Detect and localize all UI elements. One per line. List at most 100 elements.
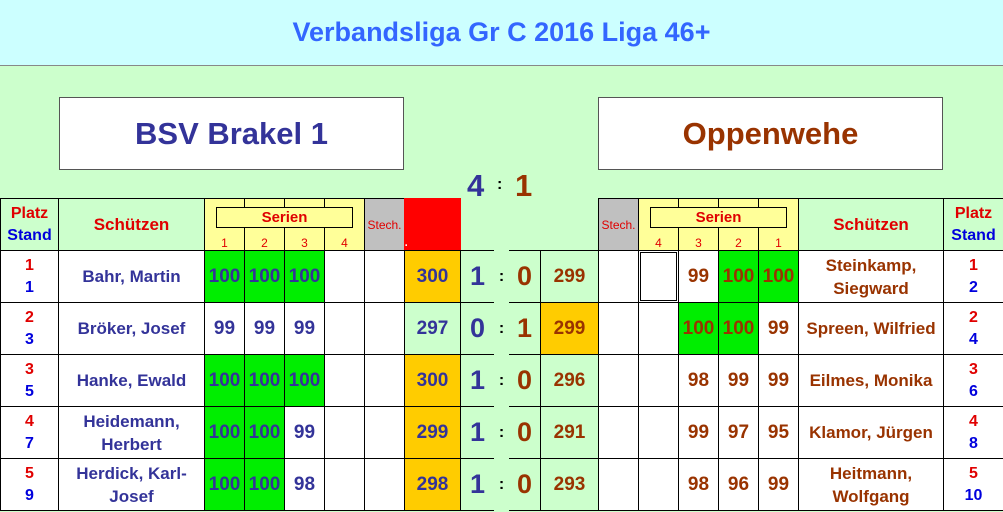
series-score (638, 354, 679, 407)
series-score: 99 (758, 354, 799, 407)
guest-score: 1 (515, 168, 533, 203)
total-score: 296 (540, 354, 599, 407)
series-score: 99 (678, 406, 719, 459)
platz-value: 5 (25, 464, 34, 482)
platz-label: Platz (954, 204, 993, 222)
match-points: 0 (508, 250, 541, 303)
platz-stand-cell: 5 10 (943, 458, 1003, 511)
shooter-name: Spreen, Wilfried (798, 302, 944, 355)
stech-cell (598, 354, 639, 407)
shooter-name: Bröker, Josef (58, 302, 205, 355)
platz-value: 4 (25, 412, 34, 430)
match-points: 0 (508, 354, 541, 407)
series-score: 96 (718, 458, 759, 511)
platz-label: Platz (10, 204, 49, 222)
shooter-name: Steinkamp, Siegward (798, 250, 944, 303)
series-score (638, 406, 679, 459)
match-points: 1 (460, 458, 495, 511)
series-score: 99 (758, 302, 799, 355)
series-score: 98 (678, 458, 719, 511)
home-team-name: BSV Brakel 1 (59, 97, 404, 170)
series-score: 99 (758, 458, 799, 511)
shooter-name: Hanke, Ewald (58, 354, 205, 407)
stech-cell (364, 406, 405, 459)
series-score: 100 (244, 354, 285, 407)
stand-value: 9 (25, 486, 34, 504)
page-title: Verbandsliga Gr C 2016 Liga 46+ (0, 0, 1003, 66)
stand-value: 10 (964, 486, 983, 504)
platz-value: 5 (969, 464, 978, 482)
total-score: 291 (540, 406, 599, 459)
stand-label: Stand (951, 226, 996, 244)
match-points: 1 (460, 406, 495, 459)
total-score: 299 (540, 250, 599, 303)
series-score (638, 458, 679, 511)
series-score (324, 302, 365, 355)
stand-value: 8 (969, 434, 978, 452)
match-points: 0 (508, 458, 541, 511)
series-score: 99 (718, 354, 759, 407)
points-separator: : (494, 458, 509, 511)
stand-value: 6 (969, 382, 978, 400)
total-score: 299 (404, 406, 461, 459)
schuetzen-header: Schützen (798, 198, 944, 251)
total-score: 300 (404, 354, 461, 407)
stech-cell (364, 458, 405, 511)
points-separator: : (494, 250, 509, 303)
series-score: 100 (284, 354, 325, 407)
series-score: 99 (284, 302, 325, 355)
red-marker: . (404, 198, 461, 251)
series-score (324, 354, 365, 407)
total-score: 299 (540, 302, 599, 355)
total-score: 293 (540, 458, 599, 511)
points-separator: : (494, 354, 509, 407)
platz-stand-header: Platz Stand (0, 198, 59, 251)
platz-value: 3 (969, 360, 978, 378)
series-score: 100 (204, 406, 245, 459)
series-score: 100 (204, 354, 245, 407)
platz-value: 1 (969, 256, 978, 274)
platz-value: 4 (969, 412, 978, 430)
match-points: 1 (508, 302, 541, 355)
platz-value: 1 (25, 256, 34, 274)
shooter-name: Bahr, Martin (58, 250, 205, 303)
series-score (638, 250, 679, 303)
match-points: 0 (508, 406, 541, 459)
platz-value: 3 (25, 360, 34, 378)
series-score: 100 (718, 302, 759, 355)
series-score: 100 (284, 250, 325, 303)
match-points: 1 (460, 250, 495, 303)
home-score: 4 (467, 168, 485, 203)
series-score: 100 (244, 406, 285, 459)
series-score: 100 (758, 250, 799, 303)
total-score: 300 (404, 250, 461, 303)
match-points: 0 (460, 302, 495, 355)
series-score: 99 (284, 406, 325, 459)
shooter-name: Herdick, Karl-Josef (58, 458, 205, 511)
series-score: 95 (758, 406, 799, 459)
stand-value: 3 (25, 330, 34, 348)
shooter-name: Heitmann, Wolfgang (798, 458, 944, 511)
series-score (324, 406, 365, 459)
stech-cell (364, 302, 405, 355)
stech-cell (598, 302, 639, 355)
platz-value: 2 (969, 308, 978, 326)
series-score: 100 (204, 250, 245, 303)
stech-cell (598, 406, 639, 459)
stech-cell (598, 458, 639, 511)
series-score: 98 (284, 458, 325, 511)
shooter-name: Eilmes, Monika (798, 354, 944, 407)
series-score: 99 (678, 250, 719, 303)
match-points: 1 (460, 354, 495, 407)
score-separator: : (497, 176, 503, 193)
series-score: 99 (204, 302, 245, 355)
series-score: 100 (718, 250, 759, 303)
series-score: 100 (244, 250, 285, 303)
points-separator: : (494, 302, 509, 355)
